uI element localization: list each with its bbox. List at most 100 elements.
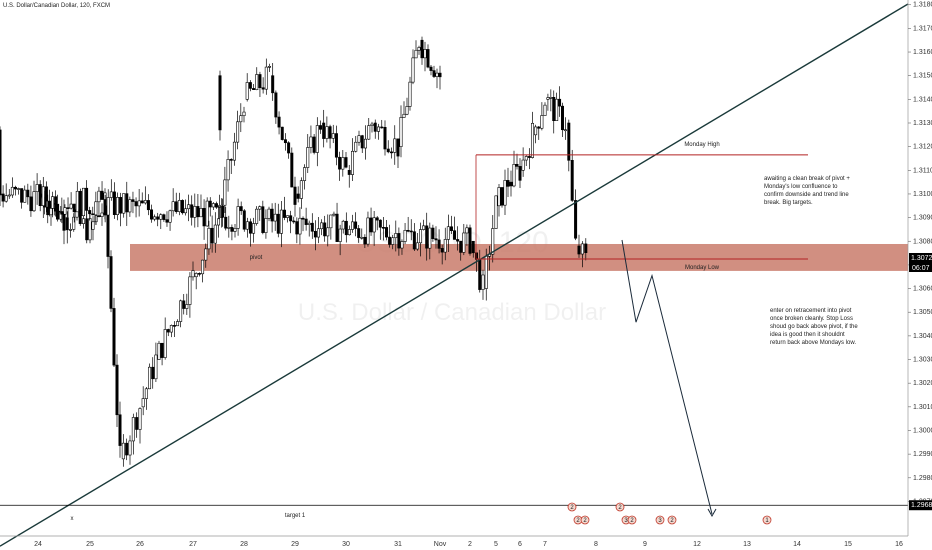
candle-body (537, 126, 541, 129)
candle-body (273, 213, 277, 222)
candle-body (236, 121, 240, 143)
time-tick-label: 27 (189, 541, 197, 548)
price-tick-label: 1.30900 (913, 215, 932, 222)
candle-body (422, 225, 426, 230)
candle-body (432, 70, 436, 77)
candle-body (540, 115, 544, 129)
candle-body (344, 157, 348, 168)
candle-body (341, 157, 345, 170)
time-tick-label: 13 (743, 541, 751, 548)
candle-body (106, 197, 110, 216)
candle-body (23, 189, 27, 203)
candle-body (552, 97, 556, 121)
candle-body (459, 240, 463, 253)
price-tick-label: 1.31100 (913, 167, 932, 174)
time-tick-label: 25 (86, 541, 94, 548)
candle-body (316, 228, 320, 238)
candle-body (138, 408, 142, 430)
candle-body (154, 354, 158, 380)
candle-body (394, 233, 398, 239)
price-tick-label: 1.31600 (913, 49, 932, 56)
candle-body (307, 222, 311, 225)
candle-body (205, 200, 209, 227)
time-tick-label: 29 (291, 541, 299, 548)
event-marker (667, 515, 677, 525)
candle-body (210, 227, 214, 244)
candle-body (438, 72, 442, 78)
candle-body (323, 222, 327, 237)
watermark-name: U.S. Dollar / Canadian Dollar (298, 299, 606, 326)
candle-body (328, 126, 332, 139)
time-tick-label: 30 (342, 541, 350, 548)
note-entry-line: enter on retracement into pivot (770, 308, 852, 314)
candle-body (408, 81, 412, 107)
candle-body (85, 187, 89, 211)
countdown-label: 06:07 (912, 265, 930, 272)
candle-body (199, 208, 203, 218)
candle-body (363, 138, 367, 149)
candle-body (115, 364, 119, 416)
price-tick-label: 1.31000 (913, 191, 932, 198)
candle-body (354, 141, 358, 152)
candle-body (125, 193, 129, 213)
candle-body (347, 170, 351, 175)
candle-body (299, 180, 303, 199)
candle-body (376, 126, 380, 132)
candle-body (515, 164, 519, 167)
projection-path (621, 239, 713, 515)
candle-body (276, 213, 280, 234)
candle-body (326, 227, 330, 237)
time-tick-label: 5 (494, 541, 498, 548)
candle-body (370, 123, 374, 126)
candle-body (91, 221, 95, 230)
candle-body (373, 122, 377, 132)
candle-body (194, 273, 198, 278)
event-marker (615, 502, 625, 512)
time-tick-label: 12 (693, 541, 701, 548)
candle-body (411, 57, 415, 83)
candle-body (211, 203, 215, 208)
candle-body (415, 242, 419, 250)
candle-body (35, 184, 39, 192)
event-marker (627, 515, 637, 525)
event-marker-label: 1 (765, 518, 769, 524)
candle-body (402, 113, 406, 118)
candle-body (400, 241, 404, 249)
candle-body (286, 215, 290, 218)
candle-body (258, 74, 262, 89)
candle-body (289, 215, 293, 222)
candle-body (66, 207, 70, 209)
candle-body (414, 49, 418, 59)
candle-body (32, 191, 36, 212)
candle-body (94, 201, 98, 216)
candle-body (255, 74, 259, 90)
candle-body (527, 156, 531, 158)
price-tick-label: 1.30400 (913, 333, 932, 340)
time-tick-label: 14 (793, 541, 801, 548)
candle-body (221, 205, 225, 218)
time-tick-label: 7 (543, 541, 547, 548)
candle-body (546, 97, 550, 100)
candle-body (10, 186, 14, 196)
candle-body (65, 217, 69, 231)
candle-body (47, 200, 51, 209)
candle-body (420, 39, 424, 59)
candle-body (168, 210, 172, 223)
candle-body (584, 243, 588, 254)
candle-body (360, 135, 364, 149)
candle-body (555, 98, 559, 121)
candle-body (350, 150, 354, 175)
event-marker (655, 515, 665, 525)
price-tick-label: 1.31200 (913, 144, 932, 151)
note-awaiting-line: break. Big targets. (764, 200, 813, 206)
candle-body (144, 388, 148, 399)
candle-body (213, 224, 217, 244)
price-tick-label: 1.30100 (913, 404, 932, 411)
candle-body (72, 216, 76, 230)
note-awaiting-line: confirm downside and trend line (764, 192, 849, 198)
candle-body (207, 227, 211, 250)
candle-body (287, 142, 291, 154)
candle-body (187, 204, 191, 210)
candle-body (232, 141, 236, 161)
